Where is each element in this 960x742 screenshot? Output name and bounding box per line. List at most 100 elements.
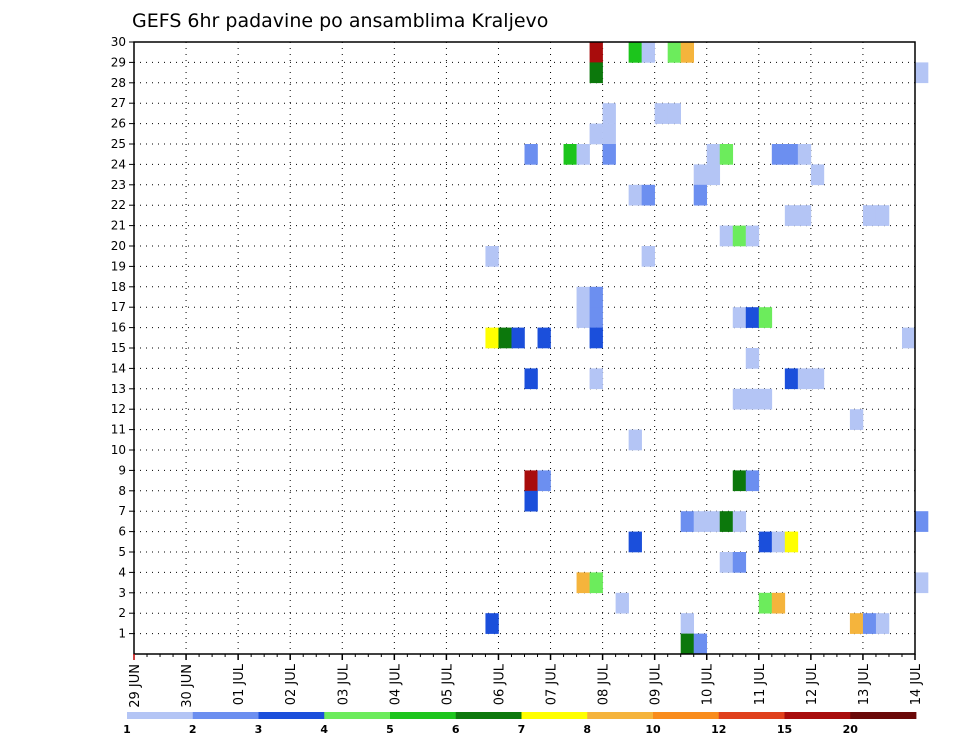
heatmap-cell <box>745 388 760 410</box>
heatmap-cell <box>732 388 747 410</box>
heatmap-cell <box>485 246 499 267</box>
legend-label: 15 <box>777 723 792 736</box>
heatmap-cells <box>485 42 929 655</box>
y-tick-label: 28 <box>111 76 126 90</box>
heatmap-cell <box>511 327 525 349</box>
legend-label: 6 <box>452 723 460 736</box>
heatmap-cell <box>576 572 590 594</box>
heatmap-cell <box>589 123 603 145</box>
legend-swatch <box>850 712 917 719</box>
chart-title: GEFS 6hr padavine po ansamblima Kraljevo <box>132 10 548 32</box>
x-tick-label: 09 JUL <box>649 663 664 705</box>
x-tick-label: 11 JUL <box>753 663 768 705</box>
heatmap-cell <box>732 470 747 492</box>
y-tick-label: 18 <box>111 280 126 294</box>
heatmap-cell <box>602 103 616 124</box>
heatmap-cell <box>589 42 603 63</box>
heatmap-cell <box>589 307 603 328</box>
heatmap-cell <box>784 205 799 226</box>
y-tick-label: 19 <box>111 259 126 273</box>
y-tick-label: 6 <box>118 525 126 539</box>
heatmap-cell <box>485 327 499 349</box>
heatmap-cell <box>706 144 721 165</box>
heatmap-cell <box>810 164 825 186</box>
legend-label: 4 <box>320 723 328 736</box>
heatmap-cell <box>680 511 695 532</box>
heatmap-cell <box>589 572 603 594</box>
x-tick-label: 06 JUL <box>492 663 507 705</box>
heatmap-cell <box>615 592 629 614</box>
heatmap-cell <box>576 286 590 308</box>
y-tick-label: 22 <box>111 198 126 212</box>
x-tick-label: 08 JUL <box>597 663 612 705</box>
y-tick-label: 25 <box>111 137 126 151</box>
legend-label: 10 <box>645 723 661 736</box>
y-tick-label: 7 <box>118 504 126 518</box>
heatmap-cell <box>589 327 603 349</box>
y-tick-label: 5 <box>118 545 126 559</box>
heatmap-cell <box>758 531 773 553</box>
heatmap-cell <box>732 225 747 247</box>
heatmap-cell <box>693 633 708 655</box>
heatmap-cell <box>849 613 864 634</box>
heatmap-cell <box>719 552 734 573</box>
heatmap-cell <box>524 490 538 512</box>
heatmap-cell <box>667 103 681 124</box>
heatmap-cell <box>680 42 695 63</box>
x-axis: 29 JUN 30 JUN 01 JUL 02 JUL 03 JUL 04 JUL 05 J… <box>128 654 924 708</box>
y-tick-label: 29 <box>111 55 126 69</box>
legend-swatch <box>455 712 522 719</box>
heatmap-cell <box>628 184 642 206</box>
heatmap-cell <box>771 531 786 553</box>
legend-label: 7 <box>518 723 526 736</box>
heatmap-cell <box>784 531 799 553</box>
legend-label: 8 <box>583 723 591 736</box>
legend-swatch <box>324 712 391 719</box>
heatmap-cell <box>602 123 616 145</box>
legend-swatch <box>258 712 325 719</box>
heatmap-cell <box>589 286 603 308</box>
legend-swatch <box>653 712 720 719</box>
heatmap-cell <box>810 368 825 390</box>
y-tick-label: 1 <box>118 627 126 641</box>
heatmap-cell <box>641 246 655 267</box>
legend-swatch <box>784 712 851 719</box>
y-tick-label: 17 <box>111 300 126 314</box>
x-tick-label: 29 JUN <box>128 664 143 708</box>
heatmap-cell <box>693 164 708 186</box>
heatmap-cell <box>628 531 642 553</box>
heatmap-cell <box>628 42 642 63</box>
x-tick-label: 03 JUL <box>336 663 351 705</box>
heatmap-cell <box>758 307 773 328</box>
heatmap-cell <box>915 511 929 532</box>
heatmap-cell <box>563 144 577 165</box>
heatmap-cell <box>706 164 721 186</box>
heatmap-cell <box>719 144 734 165</box>
legend-swatch <box>127 712 194 719</box>
heatmap-cell <box>915 62 929 84</box>
y-tick-label: 4 <box>118 565 126 579</box>
x-tick-label: 14 JUL <box>909 663 924 705</box>
y-tick-label: 24 <box>111 157 126 171</box>
y-tick-label: 26 <box>111 117 126 131</box>
heatmap-cell <box>641 42 655 63</box>
legend-label: 5 <box>386 723 394 736</box>
heatmap-cell <box>745 225 760 247</box>
heatmap-cell <box>849 409 864 430</box>
heatmap-cell <box>797 368 812 390</box>
legend-label: 12 <box>711 723 726 736</box>
heatmap-cell <box>576 144 590 165</box>
heatmap-cell <box>719 511 734 532</box>
legend-label: 3 <box>255 723 263 736</box>
y-axis: 1234567891011121314151617181920212223242… <box>111 35 134 641</box>
y-tick-label: 9 <box>118 463 126 477</box>
heatmap-cell <box>680 633 695 655</box>
legend-swatch <box>192 712 259 719</box>
heatmap-cell <box>758 388 773 410</box>
y-tick-label: 3 <box>118 586 126 600</box>
y-tick-label: 12 <box>111 402 126 416</box>
heatmap-cell <box>745 307 760 328</box>
x-tick-label: 01 JUL <box>232 663 247 705</box>
legend-label: 1 <box>123 723 131 736</box>
heatmap-cell <box>524 368 538 390</box>
